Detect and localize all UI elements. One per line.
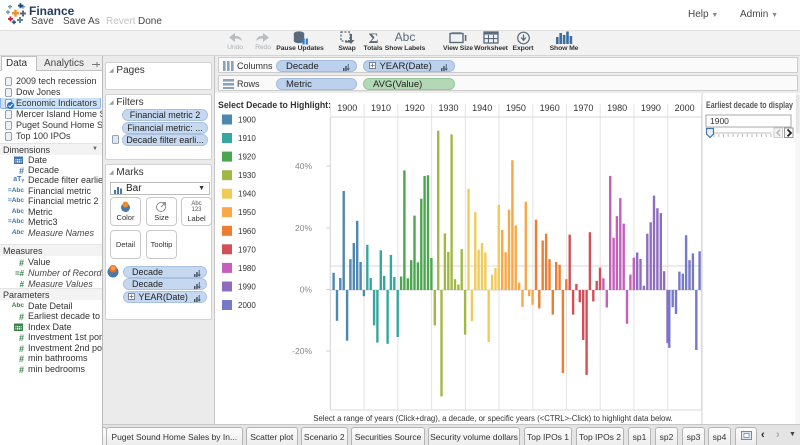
svg-text:1960: 1960 xyxy=(238,227,256,236)
svg-text:1960: 1960 xyxy=(540,103,560,113)
svg-text:1930: 1930 xyxy=(438,103,458,113)
svg-text:1970: 1970 xyxy=(573,103,593,113)
svg-text:1900: 1900 xyxy=(238,116,256,125)
svg-text:1910: 1910 xyxy=(238,134,256,143)
svg-text:1970: 1970 xyxy=(238,245,256,254)
svg-text:1990: 1990 xyxy=(641,103,661,113)
svg-text:2000: 2000 xyxy=(238,301,256,310)
svg-text:Earliest decade to display: Earliest decade to display xyxy=(706,100,794,111)
svg-text:1930: 1930 xyxy=(238,171,256,180)
svg-text:1920: 1920 xyxy=(238,153,256,162)
svg-text:1980: 1980 xyxy=(607,103,627,113)
svg-text:0%: 0% xyxy=(300,285,313,295)
svg-text:Select Decade to Highlight:: Select Decade to Highlight: xyxy=(218,100,331,110)
svg-text:1910: 1910 xyxy=(371,103,391,113)
svg-text:1980: 1980 xyxy=(238,264,256,273)
svg-text:Σ: Σ xyxy=(368,31,378,45)
svg-text:1940: 1940 xyxy=(238,190,256,199)
svg-text:1990: 1990 xyxy=(238,283,256,292)
svg-text:1950: 1950 xyxy=(238,208,256,217)
svg-text:1900: 1900 xyxy=(710,116,729,126)
svg-text:40%: 40% xyxy=(295,161,312,171)
svg-text:1920: 1920 xyxy=(405,103,425,113)
svg-text:1950: 1950 xyxy=(506,103,526,113)
svg-text:Abc: Abc xyxy=(395,31,416,44)
svg-text:-20%: -20% xyxy=(292,346,312,356)
svg-text:2000: 2000 xyxy=(675,103,695,113)
svg-text:1940: 1940 xyxy=(472,103,492,113)
svg-text:1900: 1900 xyxy=(337,103,357,113)
svg-text:20%: 20% xyxy=(295,223,312,233)
